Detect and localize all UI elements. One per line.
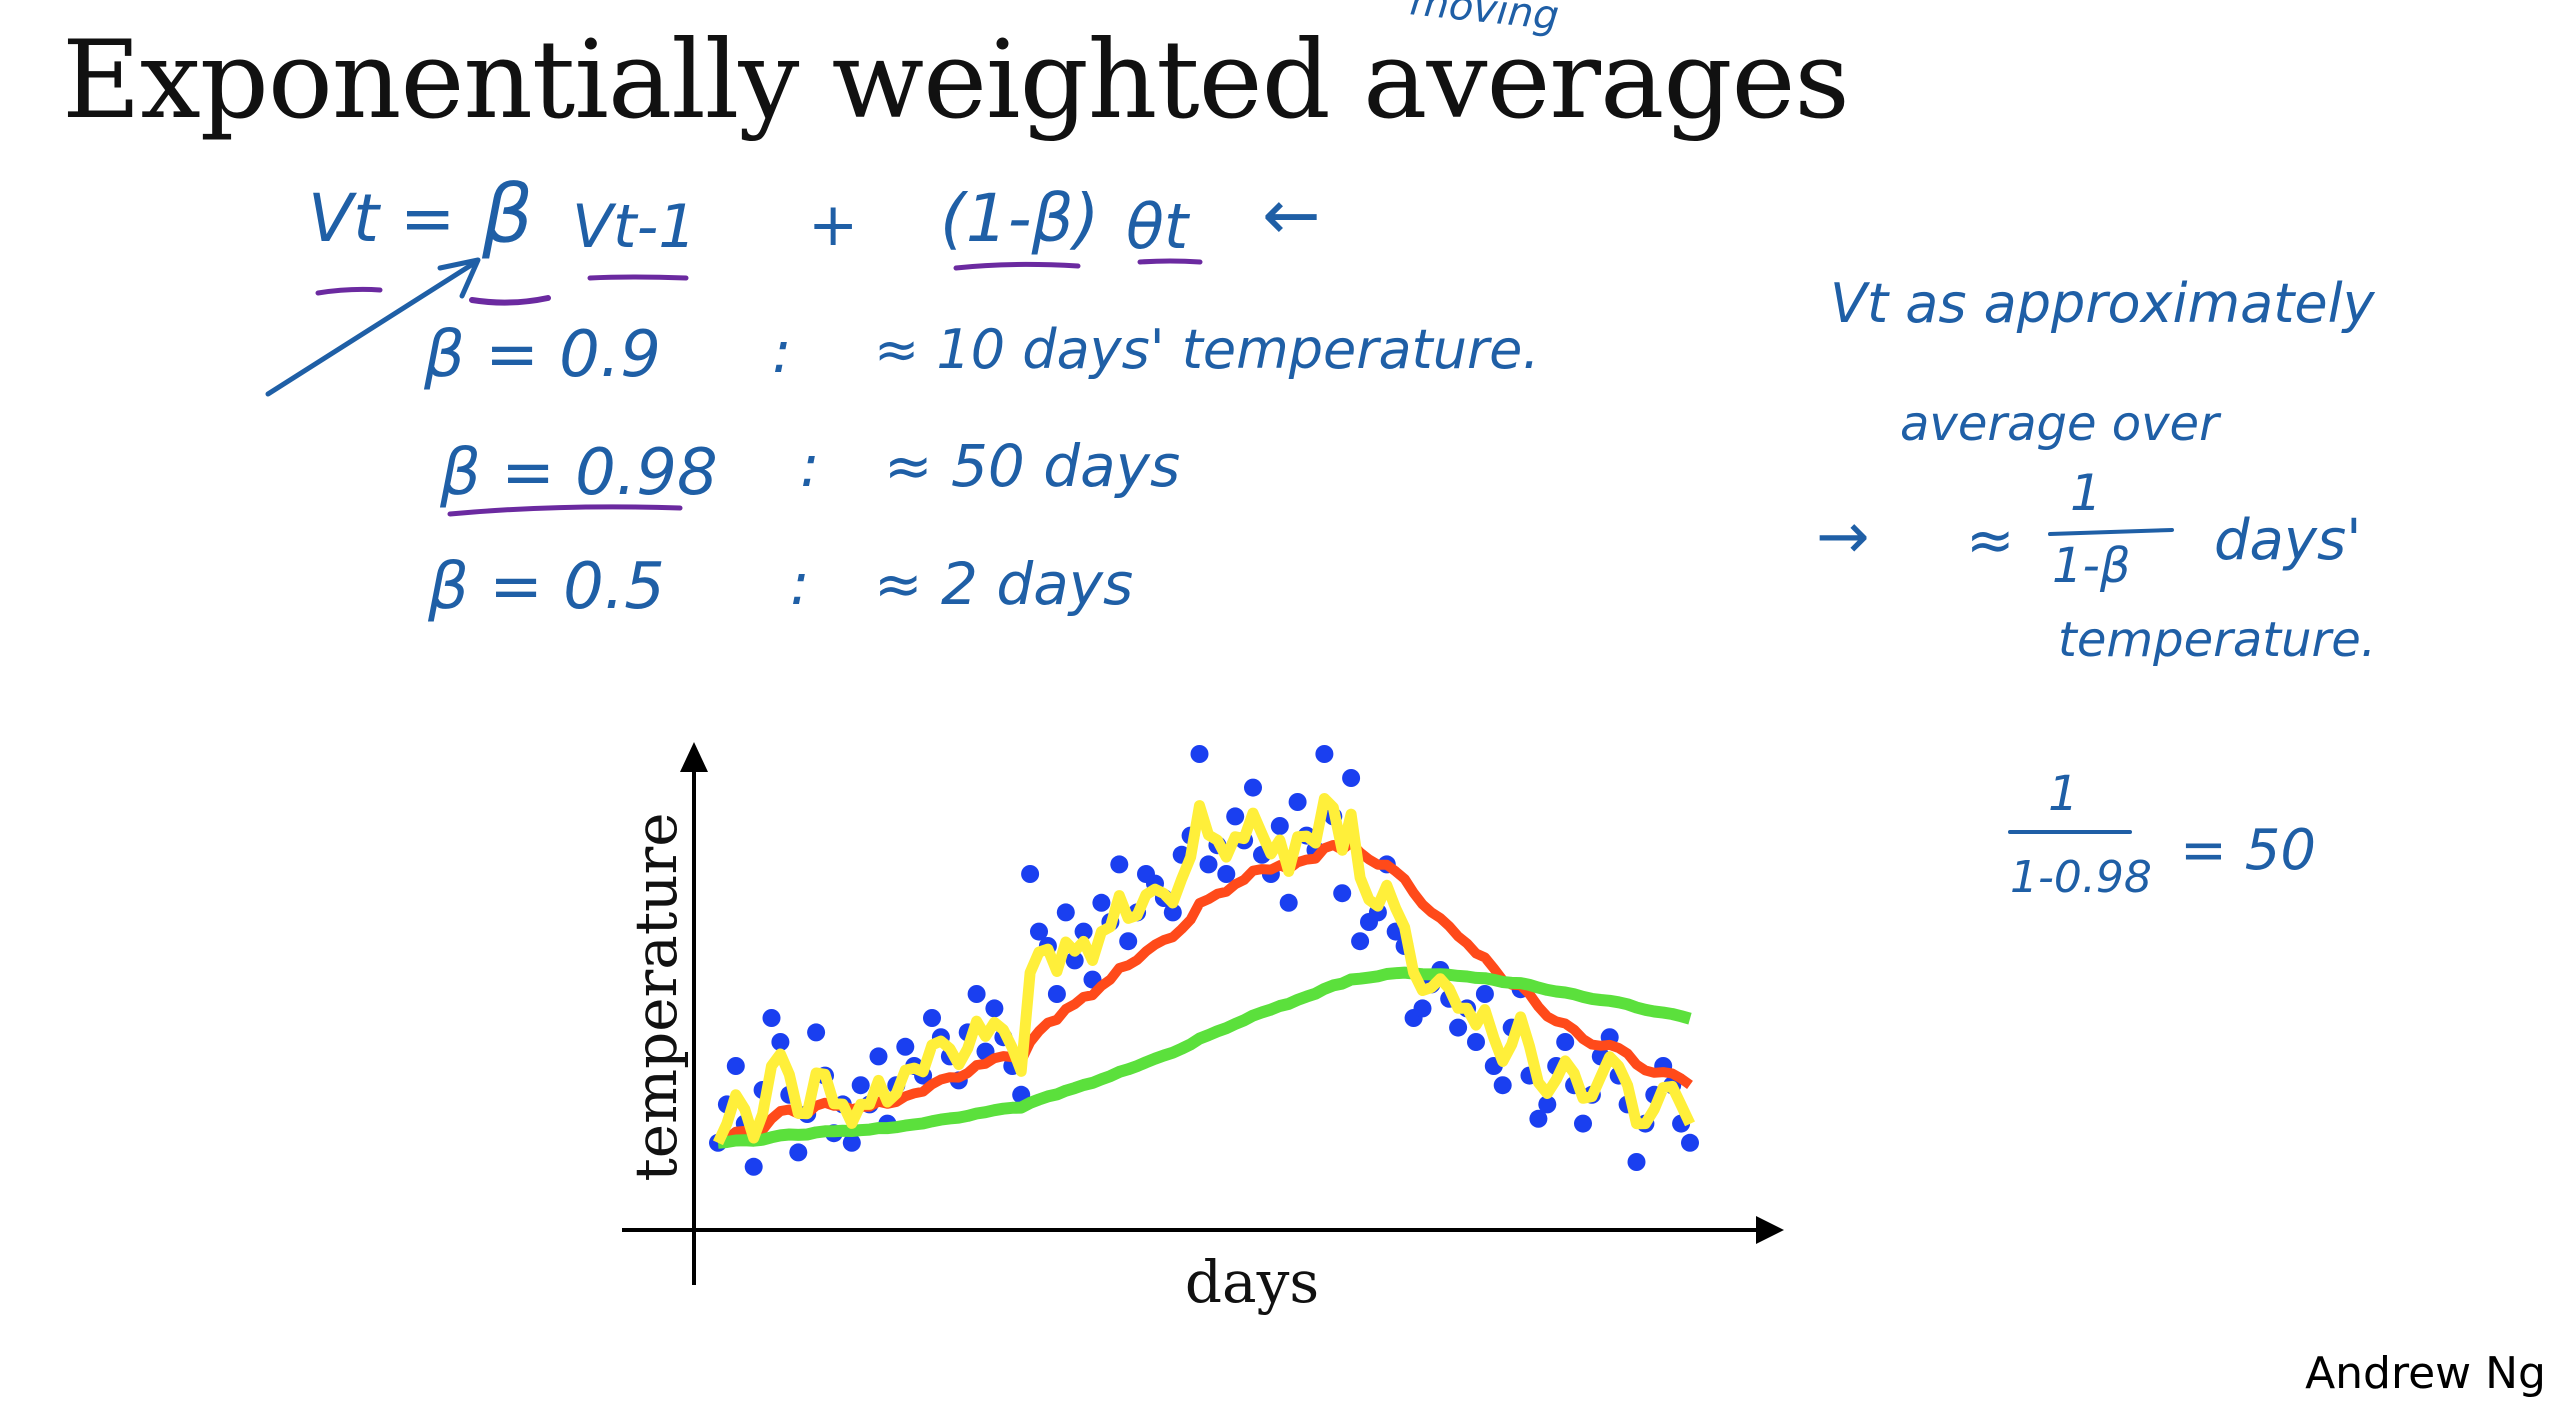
chart-axes: [622, 742, 1784, 1285]
example-result: = 50: [2180, 818, 2316, 883]
underline-beta: [469, 295, 551, 306]
data-point: [1556, 1033, 1575, 1051]
series-beta-0-5-line: [713, 793, 1695, 1146]
data-point: [1056, 903, 1075, 922]
row-2-colon: :: [800, 432, 820, 500]
data-point: [1199, 855, 1218, 874]
y-axis-label: temperature: [622, 812, 690, 1181]
data-point: [1110, 855, 1129, 874]
data-point: [1449, 1018, 1468, 1037]
data-point: [1030, 922, 1048, 941]
underline-row-2: [447, 504, 683, 517]
note-days: days': [2214, 508, 2362, 573]
eq-beta: β: [482, 168, 534, 261]
example-den: 1-0.98: [2010, 852, 2152, 903]
data-point: [1217, 865, 1236, 883]
data-point: [1681, 1133, 1699, 1152]
data-point: [1226, 807, 1245, 826]
series-beta-0-98-line: [717, 966, 1692, 1149]
eq-prev: Vt-1: [572, 192, 697, 262]
eq-arrow: ←: [1262, 174, 1321, 256]
data-point: [967, 985, 986, 1003]
data-point: [1279, 893, 1298, 912]
data-point: [1163, 903, 1182, 922]
data-point: [985, 999, 1004, 1018]
data-point: [1065, 951, 1084, 970]
data-point: [1270, 817, 1289, 835]
data-point: [1413, 999, 1432, 1018]
note-line-1: Vt as approximately: [1830, 272, 2375, 335]
data-point: [896, 1037, 915, 1056]
data-point: [744, 1157, 763, 1176]
data-point: [1288, 793, 1307, 811]
data-point: [807, 1023, 826, 1042]
data-point: [1190, 745, 1209, 763]
example-num: 1: [2048, 766, 2079, 822]
note-fraction-bar: [2048, 528, 2174, 536]
row-3-colon: :: [790, 550, 810, 618]
data-point: [1574, 1114, 1592, 1133]
note-line-2: average over: [1900, 396, 2219, 452]
row-3-approx: ≈ 2 days: [874, 550, 1134, 618]
note-approx: ≈: [1966, 506, 2015, 574]
note-line-4: temperature.: [2058, 612, 2377, 668]
data-point: [1529, 1109, 1548, 1128]
data-point: [1244, 778, 1262, 797]
x-axis-arrowhead: [1756, 1216, 1784, 1244]
underline-one-minus-beta: [953, 261, 1081, 271]
row-3-beta: β = 0.5: [428, 550, 665, 624]
slide-title: Exponentially weighted averages: [62, 18, 1850, 143]
eq-plus: +: [808, 190, 859, 260]
row-1-beta: β = 0.9: [424, 318, 661, 392]
data-point: [771, 1033, 790, 1051]
data-point: [1493, 1076, 1512, 1095]
data-point: [851, 1076, 870, 1095]
data-point: [1538, 1095, 1557, 1114]
row-2-approx: ≈ 50 days: [884, 432, 1181, 500]
note-arrow: →: [1816, 500, 1870, 574]
data-point: [1467, 1033, 1485, 1051]
row-1-colon: :: [772, 318, 792, 386]
data-point: [1342, 769, 1361, 787]
data-point: [1119, 932, 1138, 951]
underline-vt: [315, 286, 383, 296]
y-axis-arrowhead: [680, 742, 708, 772]
underline-theta: [1137, 258, 1203, 265]
data-point: [1351, 932, 1370, 951]
data-point: [1092, 893, 1111, 912]
series-beta-0-9-line: [716, 837, 1693, 1148]
data-point: [842, 1133, 861, 1152]
row-2-beta: β = 0.98: [440, 436, 718, 510]
data-point: [1475, 985, 1494, 1003]
pointer-arrow: [265, 259, 479, 397]
data-point: [762, 1009, 781, 1027]
data-point: [869, 1047, 888, 1066]
data-point: [726, 1057, 745, 1075]
pointer-arrowhead: [437, 257, 481, 299]
row-1-approx: ≈ 10 days' temperature.: [874, 318, 1540, 381]
data-point: [1333, 884, 1352, 903]
eq-one-minus-beta: (1-β): [940, 180, 1100, 257]
eq-lhs: Vt =: [308, 180, 456, 257]
data-point: [789, 1143, 808, 1162]
data-point: [1047, 985, 1066, 1003]
x-axis-label: days: [1185, 1248, 1319, 1316]
note-fraction-den: 1-β: [2052, 538, 2131, 594]
data-point: [1021, 865, 1040, 883]
data-point: [1315, 745, 1334, 763]
data-point: [1074, 922, 1093, 941]
underline-vt1: [587, 274, 689, 281]
data-point: [923, 1009, 941, 1027]
author-credit: Andrew Ng: [2305, 1348, 2546, 1399]
eq-theta: θt: [1126, 190, 1189, 263]
data-point: [1627, 1153, 1646, 1171]
note-fraction-num: 1: [2070, 464, 2102, 522]
chart-lines: [713, 793, 1695, 1149]
